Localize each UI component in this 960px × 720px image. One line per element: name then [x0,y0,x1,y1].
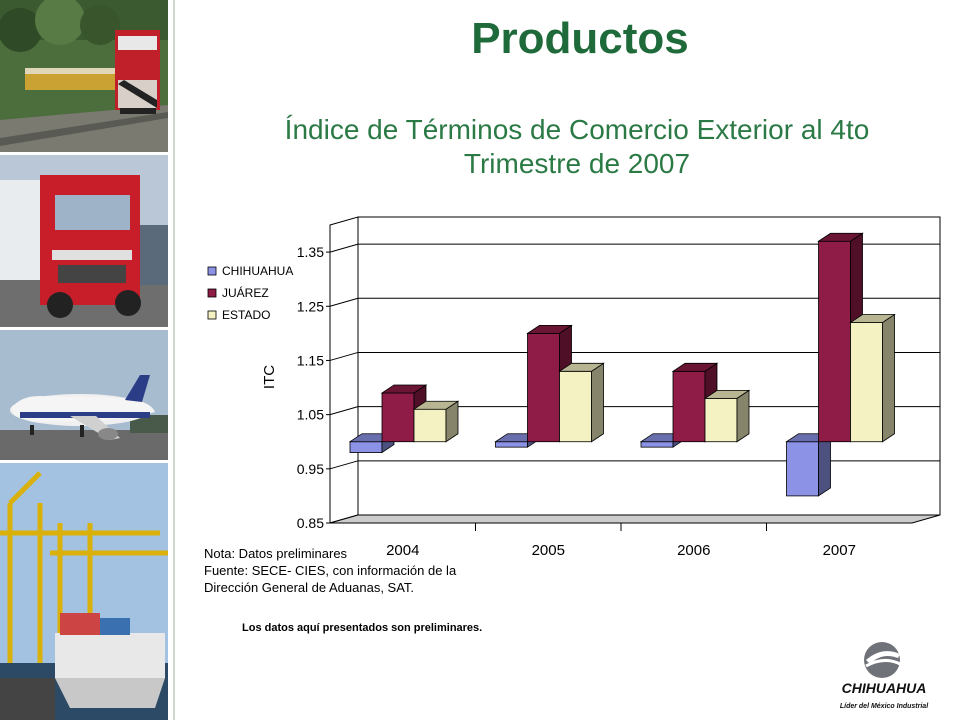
bar-estado-2007-side [882,313,895,443]
port-cranes-photo [0,463,168,720]
y-tick-label-0: 1.35 [297,244,324,260]
y-tick-label-1: 1.25 [297,298,324,314]
bar-chihuahua-2007 [786,441,819,497]
logo-name: CHIHUAHUA [842,680,927,696]
chihuahua-logo: CHIHUAHUA Líder del México Industrial [840,642,929,710]
train-photo [0,0,168,152]
truck-photo [0,155,168,327]
y-tick-label-5: 0.85 [297,515,324,531]
preliminary-footnote: Los datos aquí presentados son prelimina… [242,622,483,634]
y-tick-label-3: 1.05 [297,407,324,423]
grid-side-4 [329,460,359,470]
note-line-1: Nota: Datos preliminares [204,546,348,561]
subtitle-line-2: Trimestre de 2007 [463,148,691,179]
bar-juarez-2004-top [380,384,428,394]
bar-estado-2007-top [849,314,896,323]
subtitle-line-1: Índice de Términos de Comercio Exterior … [284,114,870,145]
photo-strip [0,0,170,720]
bar-juarez-2004 [381,392,415,443]
slide-title: Productos [471,14,689,63]
bar-estado-2007 [850,322,883,443]
bar-juarez-2005-top [526,324,573,334]
x-tick-label-2005: 2005 [532,542,565,555]
bar-juarez-2005 [527,332,560,443]
legend-label-estado: ESTADO [222,308,270,322]
grid-side-2 [329,351,359,361]
bar-estado-2004-top [412,400,460,410]
grid-side-0 [329,243,359,253]
bar-juarez-2006 [672,370,706,443]
bar-chihuahua-2004 [349,441,383,453]
slide-subtitle: Índice de Términos de Comercio Exterior … [222,113,932,181]
y-tick-label-2: 1.15 [297,352,324,368]
bar-chihuahua-2007-side [818,432,831,497]
bar-juarez-2006-top [671,362,719,372]
bar-juarez-2007-top [817,232,864,242]
legend-label-chihuahua: CHIHUAHUA [222,264,293,278]
chart-floor [329,514,941,524]
bar-estado-2005 [559,370,592,443]
strip-divider [173,0,175,720]
bar-estado-2005-side [591,362,604,443]
note-line-2: Fuente: SECE- CIES, con información de l… [204,563,457,578]
airplane-photo [0,330,168,460]
bar-estado-2006-side [736,389,750,443]
bar-chihuahua-2006 [640,441,674,448]
x-tick-label-2006: 2006 [677,542,710,555]
bar-estado-2005-top [558,362,605,372]
legend-swatch-juarez [207,288,217,298]
grid-side-3 [329,406,359,416]
legend-swatch-estado [207,310,217,320]
y-axis-label: ITC [261,365,278,389]
chart-side-wall [329,216,359,524]
bar-estado-2006 [704,397,738,443]
bar-juarez-2007 [818,240,851,443]
x-tick-label-2004: 2004 [386,542,419,555]
bar-estado-2006-top [703,389,751,399]
note-line-3: Dirección General de Aduanas, SAT. [204,580,415,595]
bar-estado-2004 [413,408,447,443]
bar-chihuahua-2005 [495,441,528,448]
legend-label-juarez: JUÁREZ [222,285,269,300]
logo-tagline: Líder del México Industrial [840,703,929,710]
y-tick-label-4: 0.95 [297,461,324,477]
legend-swatch-chihuahua [207,266,217,276]
x-tick-label-2007: 2007 [823,542,856,555]
itc-bar-chart: 1.35 1.25 1.15 1.05 0.95 0.85 ITC 2004 2005 2006 2… [207,216,941,555]
grid-side-1 [329,297,359,307]
source-notes: Nota: Datos preliminares Fuente: SECE- C… [204,545,456,596]
